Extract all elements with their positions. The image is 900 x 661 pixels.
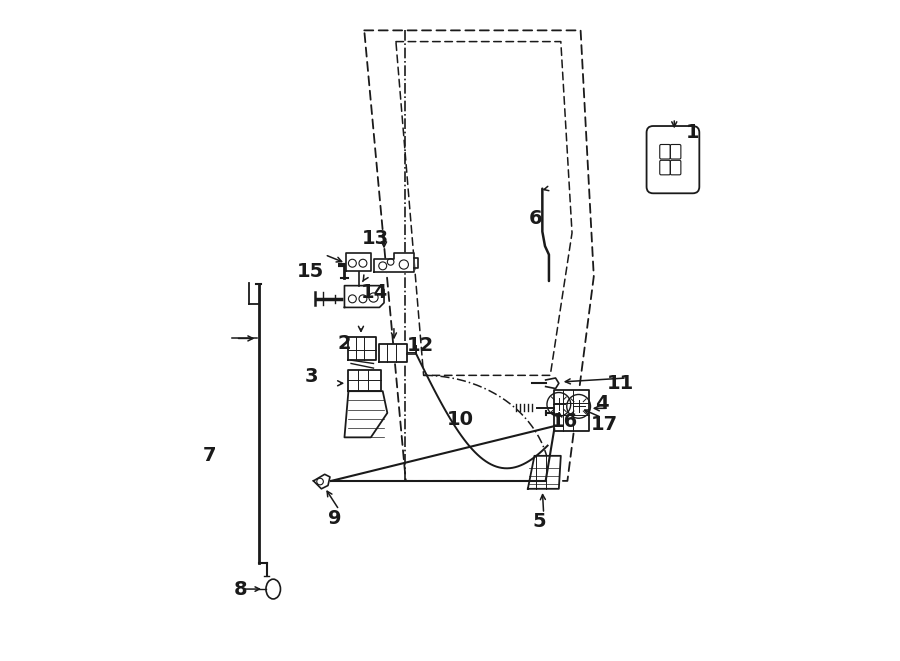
Text: 9: 9	[328, 509, 341, 528]
Text: 12: 12	[407, 336, 434, 354]
Polygon shape	[374, 253, 414, 272]
Polygon shape	[345, 286, 384, 307]
Text: 3: 3	[305, 367, 319, 386]
Text: 10: 10	[446, 410, 473, 429]
Text: 15: 15	[296, 262, 324, 281]
Text: 17: 17	[590, 414, 618, 434]
Text: 2: 2	[338, 334, 351, 353]
Polygon shape	[346, 253, 371, 271]
Polygon shape	[545, 378, 559, 389]
Polygon shape	[554, 390, 589, 431]
Polygon shape	[348, 337, 376, 360]
Text: 6: 6	[529, 209, 543, 228]
Text: 16: 16	[551, 412, 579, 431]
Text: 13: 13	[362, 229, 389, 248]
Polygon shape	[527, 456, 561, 488]
Text: 14: 14	[361, 283, 388, 301]
Text: 5: 5	[532, 512, 546, 531]
Text: 11: 11	[607, 373, 634, 393]
Text: 7: 7	[202, 446, 216, 465]
Text: 8: 8	[234, 580, 248, 599]
Text: 1: 1	[686, 123, 699, 142]
Polygon shape	[313, 475, 330, 488]
Text: 4: 4	[595, 393, 608, 412]
Polygon shape	[348, 370, 381, 391]
Polygon shape	[345, 391, 387, 438]
Polygon shape	[380, 344, 407, 362]
